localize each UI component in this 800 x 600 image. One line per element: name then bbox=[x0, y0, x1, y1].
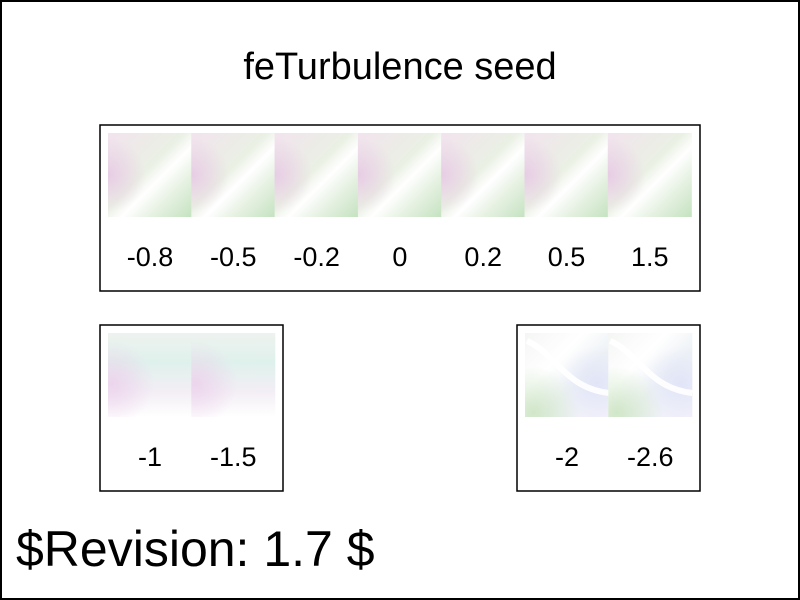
seed-label: -0.2 bbox=[293, 242, 340, 272]
turbulence-swatch bbox=[108, 133, 192, 217]
seed-label: 1.5 bbox=[631, 242, 669, 272]
seed-label: -1 bbox=[138, 442, 162, 472]
turbulence-swatch bbox=[441, 133, 526, 217]
swatch-layer: -0.8 -0.5 -0.2 0 0.2 0.5 1.5 -1 -1.5 -2 -2.6 bbox=[108, 133, 693, 472]
turbulence-swatch bbox=[108, 333, 192, 417]
seed-label: -0.8 bbox=[127, 242, 174, 272]
turbulence-swatch bbox=[191, 133, 276, 217]
seed-label: -2 bbox=[555, 442, 579, 472]
seed-label: 0.5 bbox=[548, 242, 586, 272]
seed-group-bottom-left bbox=[99, 324, 284, 492]
seed-group-top bbox=[99, 124, 701, 292]
seed-label: -2.6 bbox=[627, 442, 674, 472]
turbulence-swatch bbox=[357, 133, 442, 217]
seed-label: -0.5 bbox=[210, 242, 257, 272]
revision-label: $Revision: 1.7 $ bbox=[16, 521, 375, 577]
turbulence-swatch bbox=[525, 333, 610, 417]
turbulence-swatch bbox=[191, 333, 276, 417]
page-title: feTurbulence seed bbox=[243, 46, 556, 88]
seed-label: -1.5 bbox=[210, 442, 257, 472]
turbulence-swatch bbox=[274, 133, 359, 217]
seed-label: 0 bbox=[392, 242, 407, 272]
turbulence-swatch bbox=[524, 133, 609, 217]
seed-group-bottom-right bbox=[516, 324, 701, 492]
seed-label: 0.2 bbox=[464, 242, 502, 272]
turbulence-swatch bbox=[607, 133, 692, 217]
turbulence-swatch bbox=[608, 333, 693, 417]
